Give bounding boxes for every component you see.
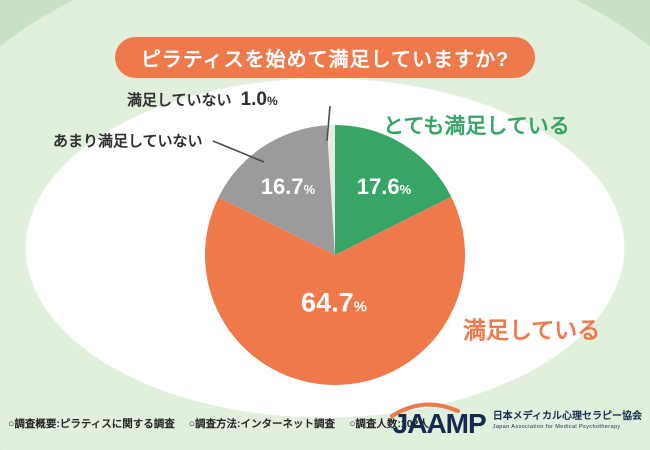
label-not-very-satisfied-text: あまり満足していない: [53, 133, 203, 150]
footnote-overview: ○調査概要:ピラティスに関する調査: [8, 418, 175, 430]
label-satisfied: 満足している: [463, 317, 601, 343]
page-title: ピラティスを始めて満足していますか?: [140, 49, 510, 71]
footnote-sample: ○調査人数:102人: [349, 418, 429, 430]
pie-value-not-very-satisfied: 16.7%: [260, 174, 316, 199]
survey-footnote: ○調査概要:ピラティスに関する調査 ○調査方法:インターネット調査 ○調査人数:…: [8, 416, 429, 431]
pie-slice-very-satisfied: [335, 125, 452, 255]
jaamp-logo: JAAMP 日本メディカル心理セラピー協会 Japan Association …: [389, 402, 642, 439]
label-not-very-satisfied: あまり満足していない: [53, 130, 203, 151]
logo-text-block: 日本メディカル心理セラピー協会 Japan Association for Me…: [493, 411, 642, 431]
pie-value-very-satisfied: 17.6%: [356, 174, 412, 199]
logo-wordmark: JAAMP: [392, 408, 487, 439]
pie-value-satisfied: 64.7%: [301, 287, 367, 318]
pie-chart: [205, 125, 465, 385]
label-very-satisfied: とても満足している: [383, 115, 570, 138]
logo-wordmark-wrap: JAAMP: [389, 402, 487, 439]
label-not-satisfied: 満足していない 1.0%: [127, 89, 278, 111]
label-not-satisfied-value: 1.0%: [240, 89, 278, 110]
label-not-satisfied-text: 満足していない: [127, 92, 232, 109]
footnote-method: ○調査方法:インターネット調査: [188, 418, 336, 430]
pie-slice-not-very-satisfied: [218, 125, 335, 255]
logo-swoosh-icon: [389, 402, 460, 418]
pie-slice-satisfied: [205, 196, 465, 385]
pie-slice-not-satisfied: [326, 125, 335, 255]
title-banner: ピラティスを始めて満足していますか?: [115, 37, 535, 78]
logo-jp-name: 日本メディカル心理セラピー協会: [492, 411, 642, 423]
logo-en-name: Japan Association for Medical Psychother…: [492, 424, 621, 431]
